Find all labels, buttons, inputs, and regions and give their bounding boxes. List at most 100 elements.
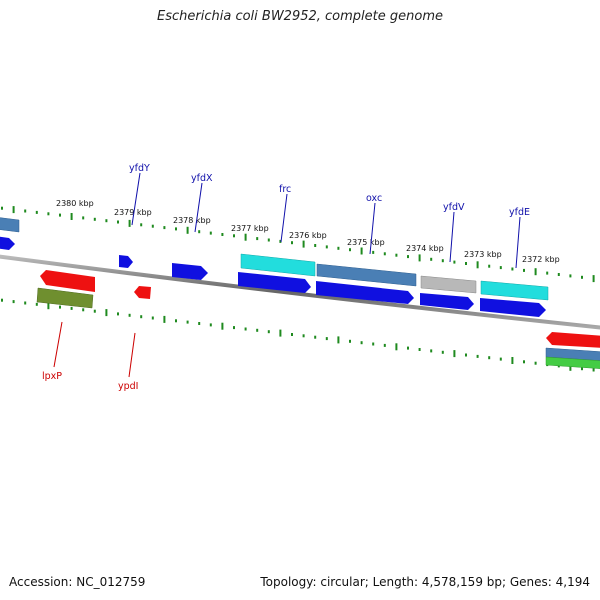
minor-tick [209, 231, 212, 235]
minor-tick [441, 350, 444, 354]
gene-label-lpxP[interactable]: lpxP [42, 371, 62, 382]
feature-green-right[interactable] [545, 356, 600, 369]
major-tick [47, 302, 50, 310]
feature-steelblue-right[interactable] [545, 347, 600, 361]
minor-tick [314, 244, 317, 247]
minor-tick [465, 353, 467, 357]
minor-tick [465, 262, 467, 265]
minor-tick [151, 316, 154, 320]
feature-cyan-yfdE[interactable] [480, 280, 549, 301]
minor-tick [325, 245, 328, 249]
minor-tick [383, 343, 386, 347]
minor-tick [476, 354, 479, 358]
major-tick [221, 322, 224, 330]
major-tick [337, 336, 340, 344]
minor-tick [453, 260, 456, 264]
cds-yfdE[interactable] [480, 298, 546, 317]
cds-oxc[interactable] [316, 281, 414, 304]
leader-frc [280, 193, 288, 243]
minor-tick [244, 327, 247, 331]
feature-steelblue-oxc[interactable] [316, 263, 417, 287]
major-tick [511, 357, 514, 364]
minor-tick [360, 341, 363, 345]
cds-yfdV[interactable] [420, 293, 474, 310]
minor-tick [221, 233, 224, 236]
major-tick [163, 315, 166, 323]
minor-tick [256, 237, 259, 241]
major-tick [186, 226, 189, 234]
leader-yfdE [515, 216, 521, 269]
cds-reverse-right[interactable] [546, 332, 600, 348]
feature-cyan-frc[interactable] [240, 253, 316, 277]
feature-steelblue-left[interactable] [0, 217, 20, 233]
scale-label-2374: 2374 kbp [406, 244, 444, 253]
minor-tick [24, 301, 27, 305]
minor-tick [546, 271, 549, 275]
forward-cds [0, 236, 546, 317]
minor-tick [267, 330, 270, 334]
minor-tick [499, 357, 502, 361]
minor-tick [488, 356, 491, 360]
minor-tick [291, 333, 293, 336]
minor-tick [233, 326, 235, 330]
major-tick [70, 213, 73, 220]
minor-tick [372, 250, 375, 254]
minor-tick [349, 248, 351, 252]
leader-yfdV [449, 211, 455, 263]
gene-label-yfdE[interactable]: yfdE [509, 207, 530, 218]
cds-frc[interactable] [238, 272, 311, 293]
minor-tick [59, 305, 61, 309]
minor-tick [70, 306, 73, 310]
gene-label-yfdV[interactable]: yfdV [443, 202, 465, 213]
upper-feature-ring [0, 217, 549, 301]
feature-gray-yfdV[interactable] [420, 275, 477, 294]
minor-tick [140, 315, 143, 319]
major-tick [592, 275, 595, 283]
minor-tick [395, 253, 398, 257]
gene-label-ypdI[interactable]: ypdI [118, 381, 138, 392]
minor-tick [383, 252, 386, 256]
cds-ypdI[interactable] [134, 286, 151, 299]
cds-forward-left[interactable] [0, 236, 15, 250]
minor-tick [523, 268, 525, 272]
minor-tick [82, 216, 85, 220]
minor-tick [592, 368, 595, 372]
minor-tick [35, 210, 38, 214]
minor-tick [59, 213, 61, 217]
minor-tick [186, 320, 189, 324]
gene-label-frc[interactable]: frc [279, 184, 291, 195]
minor-tick [24, 209, 27, 213]
minor-tick [523, 360, 525, 364]
gene-label-yfdX[interactable]: yfdX [191, 173, 213, 184]
gene-label-oxc[interactable]: oxc [366, 193, 382, 204]
minor-tick [117, 220, 119, 224]
inner-scale-ticks [1, 298, 595, 372]
minor-tick [35, 302, 38, 306]
major-tick [418, 254, 421, 262]
lower-feature-ring [36, 287, 600, 369]
minor-tick [430, 349, 433, 353]
minor-tick [198, 230, 201, 234]
scale-label-2377: 2377 kbp [231, 224, 269, 233]
minor-tick [117, 312, 119, 316]
minor-tick [499, 266, 502, 270]
gene-label-yfdY[interactable]: yfdY [129, 163, 150, 174]
minor-tick [233, 234, 235, 238]
genome-stats-text: Topology: circular; Length: 4,578,159 bp… [260, 575, 590, 589]
minor-tick [163, 226, 166, 230]
minor-tick [47, 212, 50, 216]
gene-labels: yfdY yfdX frc oxc yfdV yfdE lpxP ypdI [42, 163, 530, 392]
minor-tick [105, 219, 108, 223]
major-tick [128, 219, 131, 227]
minor-tick [93, 217, 96, 221]
feature-olive-lpxP[interactable] [36, 287, 94, 309]
cds-yfdY[interactable] [119, 255, 133, 268]
map-title: Escherichia coli BW2952, complete genome [157, 9, 443, 24]
cds-yfdX[interactable] [172, 263, 208, 280]
minor-tick [430, 257, 433, 261]
cds-lpxP[interactable] [40, 270, 95, 292]
minor-tick [256, 328, 259, 332]
major-tick [569, 363, 572, 371]
minor-tick [267, 238, 270, 242]
